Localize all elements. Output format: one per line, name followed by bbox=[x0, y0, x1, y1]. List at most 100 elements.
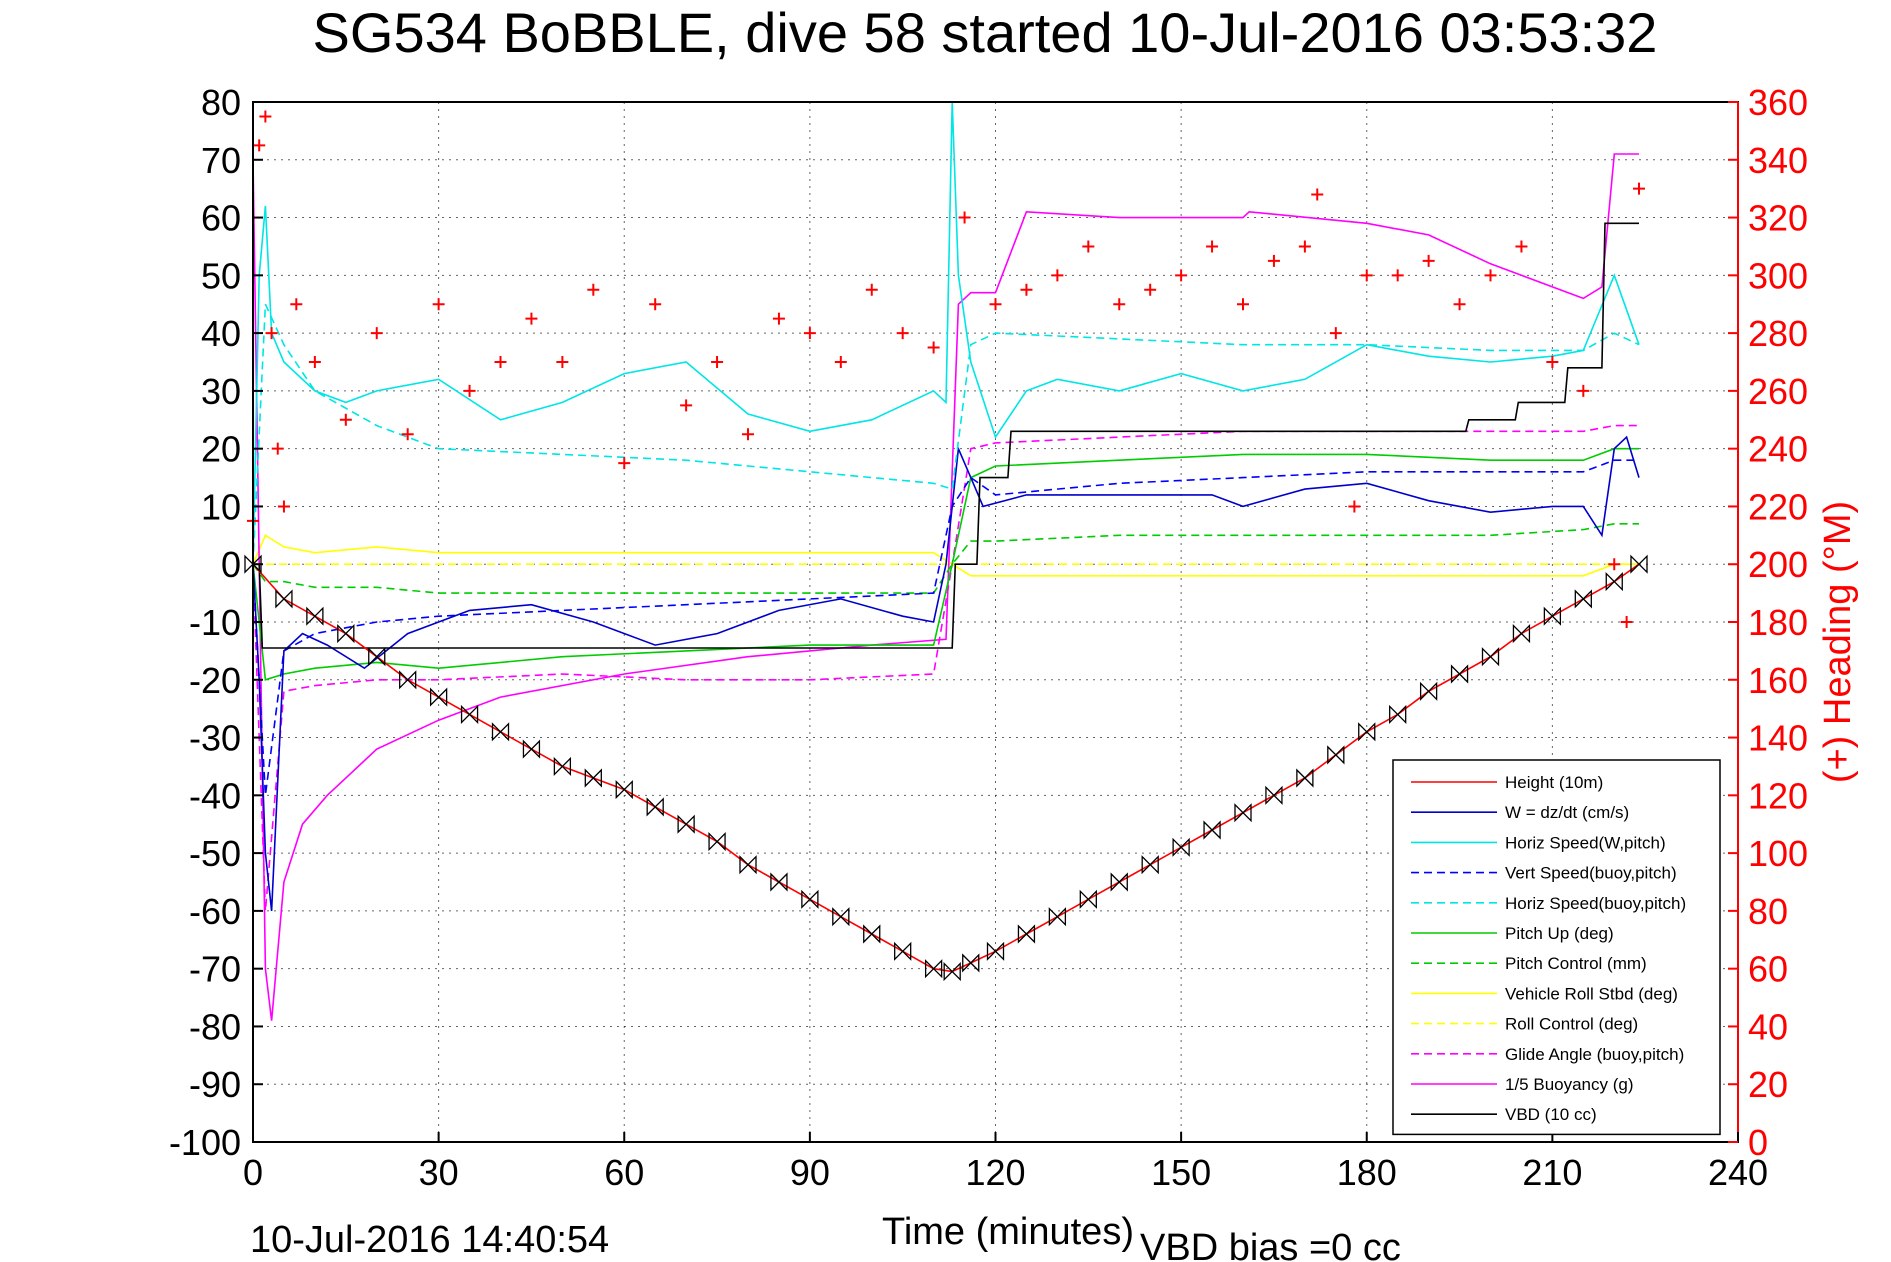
heading-marker bbox=[927, 341, 940, 354]
heading-marker bbox=[1391, 269, 1404, 282]
depth-marker bbox=[1048, 907, 1067, 927]
heading-marker bbox=[618, 457, 631, 470]
legend-label: Horiz Speed(W,pitch) bbox=[1505, 833, 1666, 852]
y-tick-label: -10 bbox=[189, 602, 241, 643]
x-tick-label: 120 bbox=[965, 1152, 1025, 1193]
legend-label: Pitch Control (mm) bbox=[1505, 954, 1647, 973]
heading-marker bbox=[463, 384, 476, 397]
series-line-3 bbox=[252, 459, 1639, 796]
heading-marker bbox=[896, 327, 909, 340]
y2-tick-label: 320 bbox=[1748, 198, 1808, 239]
heading-marker bbox=[253, 139, 266, 152]
heading-marker bbox=[1082, 240, 1095, 253]
y2-axis-label: (+) Heading (°M) bbox=[1817, 501, 1859, 783]
y-tick-label: -80 bbox=[189, 1006, 241, 1047]
heading-marker bbox=[1633, 182, 1645, 195]
heading-marker bbox=[1546, 356, 1559, 368]
y-tick-label: 30 bbox=[201, 371, 241, 412]
y-tick-label: -30 bbox=[189, 718, 241, 759]
heading-marker bbox=[1051, 269, 1064, 282]
depth-marker bbox=[429, 687, 448, 707]
chart-title: SG534 BoBBLE, dive 58 started 10-Jul-201… bbox=[313, 1, 1658, 64]
heading-marker bbox=[742, 428, 754, 441]
depth-marker bbox=[522, 739, 541, 759]
depth-marker bbox=[1389, 704, 1407, 725]
heading-marker bbox=[1484, 269, 1497, 282]
heading-marker bbox=[772, 312, 785, 325]
series-line-11 bbox=[253, 222, 1639, 649]
depth-marker bbox=[1450, 664, 1469, 684]
heading-marker bbox=[1267, 254, 1280, 267]
depth-marker bbox=[863, 924, 881, 944]
heading-marker bbox=[711, 356, 724, 368]
depth-marker bbox=[1419, 681, 1438, 701]
footer-vbd-bias: VBD bias =0 cc bbox=[1140, 1227, 1401, 1262]
depth-marker bbox=[1296, 768, 1314, 788]
y2-tick-label: 340 bbox=[1748, 140, 1808, 181]
depth-marker bbox=[708, 831, 726, 852]
depth-marker bbox=[491, 722, 510, 742]
depth-marker bbox=[1574, 589, 1592, 609]
x-tick-labels: 0 30 60 90 120 150 180 210 240 bbox=[243, 1152, 1768, 1193]
heading-marker bbox=[339, 413, 352, 426]
y2-tick-label: 240 bbox=[1748, 429, 1808, 470]
depth-marker bbox=[584, 768, 602, 788]
x-axis-label: Time (minutes) bbox=[882, 1211, 1134, 1253]
depth-marker bbox=[1358, 722, 1376, 742]
legend-box bbox=[1392, 759, 1721, 1136]
depth-marker bbox=[244, 554, 262, 574]
depth-marker bbox=[1512, 623, 1531, 644]
legend-label: Horiz Speed(buoy,pitch) bbox=[1505, 894, 1686, 913]
y2-tick-label: 360 bbox=[1748, 82, 1808, 123]
heading-marker bbox=[290, 298, 303, 311]
x-tick-label: 0 bbox=[243, 1152, 263, 1193]
y2-tick-labels: 3603403203002802602402202001801601401201… bbox=[1748, 82, 1808, 1163]
y2-tick-label: 220 bbox=[1748, 486, 1808, 527]
series-line-4 bbox=[252, 303, 1640, 565]
depth-marker bbox=[1481, 647, 1500, 667]
heading-marker bbox=[1422, 254, 1435, 267]
series-line-7 bbox=[252, 534, 1639, 577]
heading-marker bbox=[958, 211, 971, 224]
depth-marker bbox=[368, 647, 386, 667]
x-tick-label: 180 bbox=[1337, 1152, 1397, 1193]
x-tick-label: 210 bbox=[1522, 1152, 1582, 1193]
heading-marker bbox=[1311, 188, 1324, 201]
y2-tick-label: 40 bbox=[1748, 1006, 1788, 1047]
y-tick-labels: 80 70 60 50 40 30 20 10 0 -10 -20 -30 -40 -50 -60 -70 -8… bbox=[169, 82, 241, 1163]
y2-tick-label: 180 bbox=[1748, 602, 1808, 643]
depth-marker bbox=[1172, 837, 1190, 857]
heading-marker bbox=[1608, 558, 1621, 571]
heading-marker bbox=[587, 283, 600, 296]
series-line-1 bbox=[252, 435, 1640, 911]
depth-marker bbox=[962, 953, 980, 973]
depth-marker bbox=[770, 872, 788, 892]
series-line-2 bbox=[252, 101, 1640, 565]
y2-tick-label: 0 bbox=[1748, 1122, 1768, 1163]
legend-entries: Height (10m) W = dz/dt (cm/s) Horiz Speed(… bbox=[1411, 773, 1686, 1124]
heading-marker bbox=[1144, 283, 1157, 296]
depth-marker bbox=[1203, 820, 1221, 840]
heading-marker bbox=[680, 399, 693, 412]
heading-marker bbox=[865, 283, 878, 296]
legend-label: Vert Speed(buoy,pitch) bbox=[1505, 864, 1677, 883]
legend-label: VBD (10 cc) bbox=[1505, 1105, 1597, 1124]
heading-marker bbox=[259, 110, 272, 123]
heading-marker bbox=[989, 298, 1002, 311]
y-tick-label: -40 bbox=[189, 775, 241, 816]
y2-tick-label: 280 bbox=[1748, 313, 1808, 354]
depth-marker bbox=[943, 961, 961, 982]
y-tick-label: 0 bbox=[221, 544, 241, 585]
y2-tick-label: 300 bbox=[1748, 255, 1808, 296]
legend: Height (10m) W = dz/dt (cm/s) Horiz Speed(… bbox=[1392, 759, 1721, 1136]
heading-marker bbox=[308, 356, 321, 368]
y-tick-label: 10 bbox=[201, 486, 241, 527]
y2-tick-label: 60 bbox=[1748, 949, 1788, 990]
heading-marker bbox=[1577, 384, 1590, 397]
y2-tick-label: 80 bbox=[1748, 891, 1788, 932]
y-tick-label: -60 bbox=[189, 891, 241, 932]
depth-marker bbox=[1141, 855, 1159, 875]
ticks-layer bbox=[252, 101, 1739, 1143]
depth-marker bbox=[894, 941, 912, 961]
